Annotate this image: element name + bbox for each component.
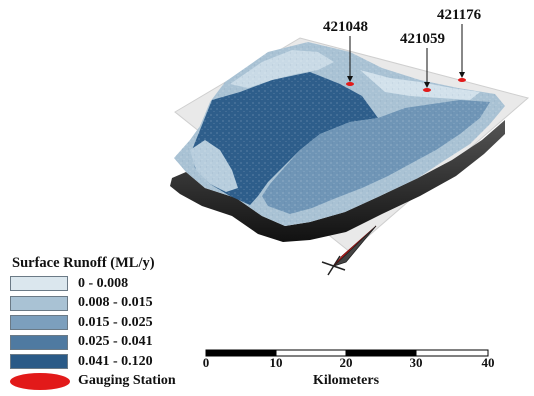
legend-label: 0.041 - 0.120 bbox=[78, 353, 153, 369]
station-label-421048: 421048 bbox=[323, 19, 368, 35]
scale-unit-label: Kilometers bbox=[312, 373, 380, 388]
station-marker-421176 bbox=[458, 78, 466, 82]
legend-item: 0.008 - 0.015 bbox=[10, 294, 210, 314]
legend-swatch bbox=[10, 315, 68, 331]
legend-label: 0 - 0.008 bbox=[78, 275, 129, 291]
legend-label: 0.025 - 0.041 bbox=[78, 334, 153, 350]
scale-tick-label: 10 bbox=[269, 355, 283, 370]
legend-label: 0.008 - 0.015 bbox=[78, 295, 153, 311]
scale-tick-label: 30 bbox=[409, 355, 423, 370]
arrowhead-421059 bbox=[424, 82, 430, 88]
scale-tick-label: 20 bbox=[339, 355, 353, 370]
speckle-overlay bbox=[174, 42, 505, 226]
legend-item: 0.015 - 0.025 bbox=[10, 313, 210, 333]
scale-bar: 0 10 20 30 40 Kilometers bbox=[202, 346, 504, 394]
legend-swatch bbox=[10, 276, 68, 292]
legend-label: 0.015 - 0.025 bbox=[78, 314, 153, 330]
station-marker-421059 bbox=[423, 88, 431, 92]
station-marker-421048 bbox=[346, 82, 354, 86]
legend-swatch bbox=[10, 334, 68, 350]
scale-bar-graphic bbox=[205, 349, 489, 357]
legend-swatch bbox=[10, 295, 68, 311]
scale-tick-label: 40 bbox=[481, 355, 495, 370]
legend-item-station: Gauging Station bbox=[10, 372, 210, 392]
arrowhead-421176 bbox=[459, 72, 465, 78]
legend-swatch bbox=[10, 354, 68, 370]
north-arrow-icon bbox=[321, 225, 377, 276]
legend: Surface Runoff (ML/y) 0 - 0.008 0.008 - … bbox=[10, 255, 210, 391]
gauging-station-swatch bbox=[10, 372, 70, 390]
scale-tick-label: 0 bbox=[202, 355, 210, 370]
legend-label-station: Gauging Station bbox=[78, 373, 176, 389]
catchment-surface bbox=[174, 42, 505, 226]
arrowhead-421048 bbox=[347, 76, 353, 82]
legend-item: 0.025 - 0.041 bbox=[10, 333, 210, 353]
legend-item: 0.041 - 0.120 bbox=[10, 352, 210, 372]
station-label-421176: 421176 bbox=[437, 7, 482, 23]
station-markers bbox=[346, 24, 466, 92]
legend-title: Surface Runoff (ML/y) bbox=[12, 255, 155, 271]
terrain-wall bbox=[170, 120, 505, 242]
station-label-421059: 421059 bbox=[400, 31, 445, 47]
legend-item: 0 - 0.008 bbox=[10, 274, 210, 294]
